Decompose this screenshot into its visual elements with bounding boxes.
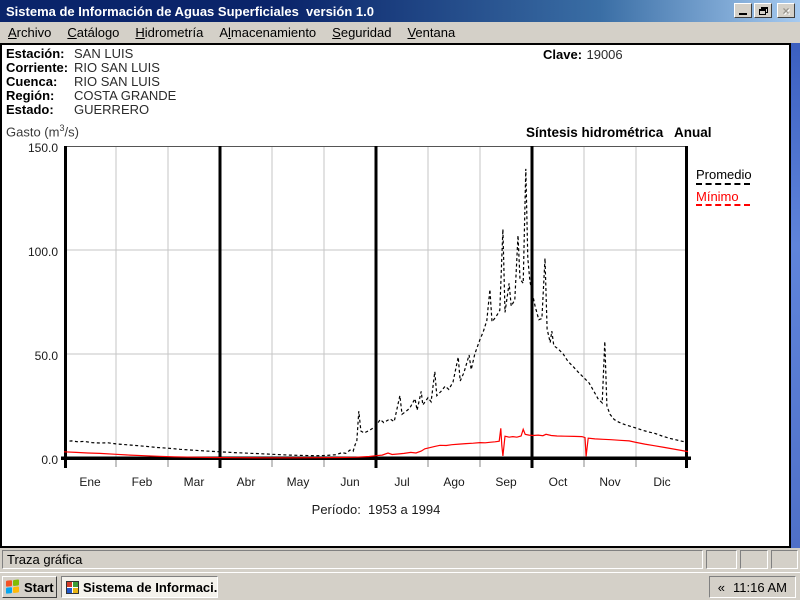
taskbar: Start Sistema de Informaci... « 11:16 AM xyxy=(0,572,800,600)
chart-title: Síntesis hidrométrica Anual xyxy=(526,125,712,140)
window-title: Sistema de Información de Aguas Superfic… xyxy=(6,3,374,19)
status-panel xyxy=(706,550,737,569)
series-mínimo xyxy=(63,427,689,459)
y-tick-label: 150.0 xyxy=(27,141,58,155)
period-caption: Período: 1953 a 1994 xyxy=(311,502,441,517)
status-panel xyxy=(771,550,798,569)
legend-promedio-label: Promedio xyxy=(696,167,752,182)
system-tray: « 11:16 AM xyxy=(709,576,796,598)
menu-bar: Archivo Catálogo Hidrometría Almacenamie… xyxy=(0,22,800,43)
x-tick-label: Sep xyxy=(495,475,517,489)
y-tick-label: 100.0 xyxy=(27,245,58,259)
x-tick-label: Ene xyxy=(79,475,101,489)
x-tick-label: Feb xyxy=(131,475,153,489)
close-button[interactable]: × xyxy=(777,3,795,18)
station-row: Cuenca: RIO SAN LUIS xyxy=(6,74,160,89)
clave-field: Clave: 19006 xyxy=(543,47,623,62)
start-button[interactable]: Start xyxy=(2,576,57,598)
x-tick-label: Jun xyxy=(340,475,360,489)
status-bar: Traza gráfica xyxy=(0,548,800,572)
minimize-button[interactable] xyxy=(734,3,752,18)
station-row: Estado: GUERRERO xyxy=(6,102,150,117)
taskbar-app-button[interactable]: Sistema de Informaci... xyxy=(61,576,218,598)
restore-icon xyxy=(758,6,768,15)
window-titlebar[interactable]: Sistema de Información de Aguas Superfic… xyxy=(0,0,800,22)
taskbar-app-label: Sistema de Informaci... xyxy=(83,579,218,595)
app-icon xyxy=(66,580,79,594)
x-tick-label: Ago xyxy=(443,475,465,489)
menu-seguridad[interactable]: Seguridad xyxy=(332,24,392,40)
window-controls: × xyxy=(734,3,795,18)
station-row: Región: COSTA GRANDE xyxy=(6,88,177,103)
station-row: Corriente: RIO SAN LUIS xyxy=(6,60,160,75)
menu-hidrometria[interactable]: Hidrometría xyxy=(135,24,204,40)
start-label: Start xyxy=(24,579,54,595)
y-tick-label: 50.0 xyxy=(34,349,58,363)
legend-minimo-label: Mínimo xyxy=(696,189,739,204)
x-tick-label: Dic xyxy=(653,475,671,489)
menu-archivo[interactable]: Archivo xyxy=(8,24,52,40)
hydrograph-chart xyxy=(61,146,691,468)
windows-logo-icon xyxy=(6,579,21,595)
graph-client-area: Estación: SAN LUIS Corriente: RIO SAN LUIS… xyxy=(0,43,791,548)
menu-catalogo[interactable]: Catálogo xyxy=(67,24,120,40)
x-tick-label: May xyxy=(286,475,310,489)
legend-minimo-line xyxy=(696,204,750,206)
window-edge xyxy=(791,43,800,548)
station-row: Estación: SAN LUIS xyxy=(6,46,134,61)
x-tick-label: Mar xyxy=(183,475,205,489)
x-tick-label: Abr xyxy=(236,475,256,489)
tray-collapse-icon[interactable]: « xyxy=(717,579,726,595)
minimize-icon xyxy=(739,13,747,15)
close-icon: × xyxy=(782,3,790,18)
y-axis-title: Gasto (m3/s) xyxy=(6,123,79,140)
legend-promedio-line xyxy=(696,183,750,185)
tray-clock: 11:16 AM xyxy=(733,579,787,595)
menu-almacenamiento[interactable]: Almacenamiento xyxy=(219,24,317,40)
x-tick-label: Nov xyxy=(599,475,621,489)
status-message: Traza gráfica xyxy=(2,550,703,569)
x-tick-label: Oct xyxy=(548,475,568,489)
menu-ventana[interactable]: Ventana xyxy=(407,24,456,40)
restore-button[interactable] xyxy=(754,3,772,18)
status-panel xyxy=(740,550,768,569)
x-tick-label: Jul xyxy=(394,475,410,489)
y-tick-label: 0.0 xyxy=(41,453,58,467)
